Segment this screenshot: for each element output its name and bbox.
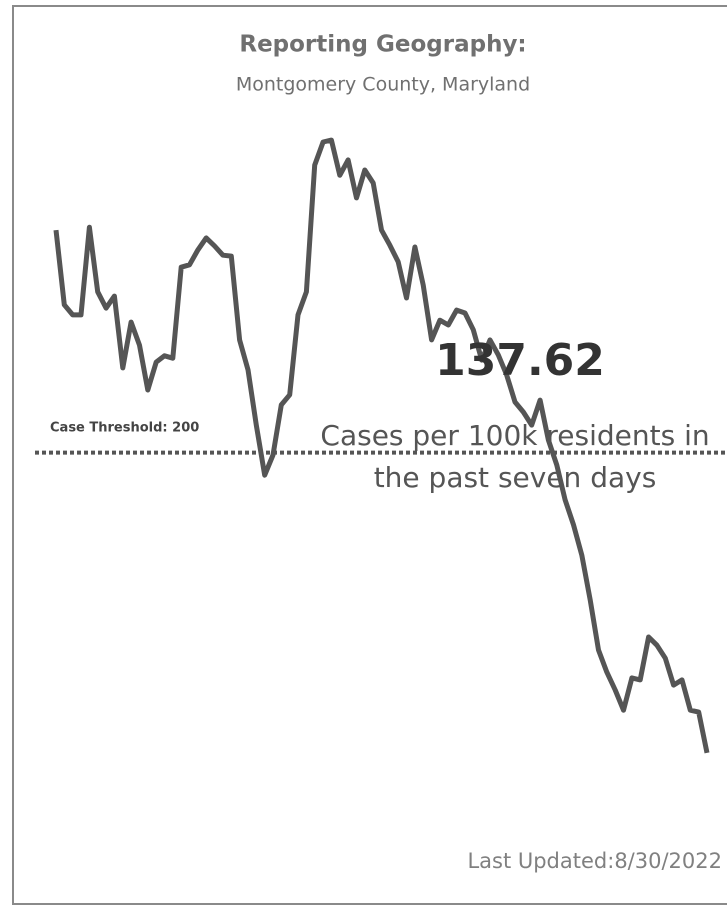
title: Reporting Geography:	[239, 32, 526, 58]
trend-line	[53, 137, 710, 754]
kpi-value: 137.62	[435, 335, 605, 386]
subtitle: Montgomery County, Maryland	[236, 74, 530, 96]
kpi-caption: Cases per 100k residents in the past sev…	[320, 419, 710, 494]
threshold-label: Case Threshold: 200	[50, 421, 199, 436]
footer: Last Updated:8/30/2022	[467, 849, 722, 873]
